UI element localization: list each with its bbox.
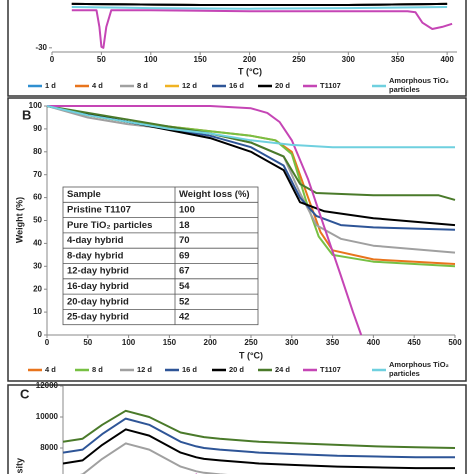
x-tick-label: 250 — [244, 338, 258, 347]
y-tick-label: 8000 — [40, 443, 58, 452]
series-line — [71, 2, 448, 6]
x-tick-label: 400 — [367, 338, 381, 347]
table-cell: 18 — [179, 220, 190, 231]
x-axis-label: T (°C) — [239, 350, 263, 360]
table-cell: 67 — [179, 266, 190, 277]
table-cell: 52 — [179, 296, 190, 307]
y-tick-label: 80 — [33, 147, 42, 156]
x-tick-label: 50 — [97, 55, 106, 64]
plot-area — [71, 2, 453, 49]
legend-label: 20 d — [275, 81, 290, 90]
legend-label: T1107 — [320, 81, 341, 90]
legend-label: 8 d — [137, 81, 148, 90]
table-cell: 16-day hybrid — [67, 281, 129, 292]
legend-label: 8 d — [92, 365, 103, 374]
x-tick-label: 200 — [243, 55, 257, 64]
legend-label: 1 d — [45, 81, 56, 90]
legend-label: 16 d — [182, 365, 197, 374]
legend-label: T1107 — [320, 365, 341, 374]
x-tick-label: 100 — [144, 55, 158, 64]
y-tick-label: 90 — [33, 124, 42, 133]
series-line — [47, 105, 456, 201]
table-cell: 20-day hybrid — [67, 296, 129, 307]
series-line — [63, 417, 455, 459]
legend-label: Amorphous TiO₂ particles — [389, 76, 449, 94]
x-tick-label: 100 — [122, 338, 136, 347]
y-tick-label: 30 — [33, 261, 42, 270]
x-tick-label: 500 — [448, 338, 462, 347]
table-cell: 4-day hybrid — [67, 235, 124, 246]
plot-area — [63, 409, 456, 474]
x-tick-label: 0 — [50, 55, 55, 64]
table-cell: 42 — [179, 312, 190, 323]
legend-label: 20 d — [229, 365, 244, 374]
y-axis-label: Weight (%) — [14, 197, 24, 243]
y-tick-label: 20 — [33, 284, 42, 293]
y-tick-label: 40 — [33, 239, 42, 248]
legend-label: Amorphous TiO₂ particles — [389, 360, 449, 378]
table-header: Sample — [67, 189, 101, 200]
series-line — [63, 428, 455, 470]
x-tick-label: 150 — [193, 55, 207, 64]
y-tick-label: -30 — [35, 43, 47, 52]
x-tick-label: 300 — [342, 55, 356, 64]
x-tick-label: 0 — [45, 338, 50, 347]
x-axis-label: T (°C) — [238, 66, 262, 76]
series-line — [71, 6, 448, 10]
panel-label: C — [20, 386, 30, 401]
panel-label: B — [22, 107, 31, 122]
table-cell: 8-day hybrid — [67, 250, 124, 261]
table-cell: 12-day hybrid — [67, 266, 129, 277]
y-tick-label: 12000 — [36, 381, 59, 390]
table-cell: Pristine T1107 — [67, 204, 131, 215]
legend-label: 4 d — [45, 365, 56, 374]
table-cell: Pure TiO₂ particles — [67, 220, 152, 231]
x-tick-label: 400 — [440, 55, 454, 64]
x-tick-label: 200 — [204, 338, 218, 347]
plot-area — [47, 105, 456, 336]
legend-label: 16 d — [229, 81, 244, 90]
legend-label: 12 d — [137, 365, 152, 374]
legend-label: 4 d — [92, 81, 103, 90]
x-tick-label: 350 — [391, 55, 405, 64]
y-tick-label: 100 — [29, 101, 43, 110]
table-cell: 69 — [179, 250, 190, 261]
y-tick-label: 60 — [33, 193, 42, 202]
x-tick-label: 250 — [292, 55, 306, 64]
panel-frame — [7, 384, 467, 474]
y-tick-label: 10 — [33, 307, 42, 316]
table-header: Weight loss (%) — [179, 189, 250, 200]
y-tick-label: 0 — [38, 330, 43, 339]
x-tick-label: 150 — [163, 338, 177, 347]
series-line — [47, 105, 363, 336]
x-tick-label: 50 — [83, 338, 92, 347]
series-line — [63, 409, 456, 449]
y-tick-label: 70 — [33, 170, 42, 179]
panel-frame — [7, 97, 467, 382]
legend-label: 12 d — [182, 81, 197, 90]
series-line — [79, 442, 228, 474]
y-tick-label: 50 — [33, 216, 42, 225]
x-tick-label: 350 — [326, 338, 340, 347]
table-cell: 25-day hybrid — [67, 312, 129, 323]
legend-label: 24 d — [275, 365, 290, 374]
legend-entry: Amorphous TiO₂ particles — [389, 360, 449, 378]
x-tick-label: 300 — [285, 338, 299, 347]
legend-entry: Amorphous TiO₂ particles — [389, 76, 449, 94]
series-line — [47, 105, 455, 149]
series-line — [71, 9, 453, 49]
y-tick-label: 10000 — [36, 412, 59, 421]
panel-frame — [7, 0, 467, 97]
y-axis-label: Intensity — [14, 458, 24, 474]
table-cell: 70 — [179, 235, 190, 246]
table-cell: 54 — [179, 281, 190, 292]
table-frame — [62, 186, 259, 326]
table-cell: 100 — [179, 204, 195, 215]
x-tick-label: 450 — [408, 338, 422, 347]
